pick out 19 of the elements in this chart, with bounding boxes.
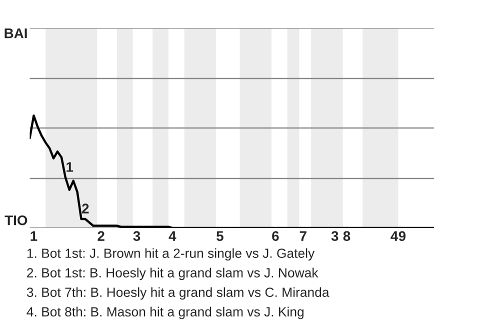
text: 1. Bot 1st: J. Brown hit a 2-run single vs J. Gately [27,248,315,261]
annotation: 1 [66,162,74,172]
text: BAI [4,28,27,38]
x-tick-label: 6 [272,231,279,241]
text: TIO [4,215,28,226]
x-tick-label: 3 [133,231,140,241]
x-tick-label: 9 [398,231,406,241]
x-tick-label: 3 [331,231,338,241]
x-tick-label: 5 [216,231,224,241]
x-tick-label: 2 [98,231,104,241]
text: 4. Bot 8th: B. Mason hit a grand slam vs J. King [26,306,304,320]
text: 3. Bot 7th: B. Hoesly hit a grand slam vs C. Miranda [26,287,330,300]
x-tick-label: 4 [168,231,176,241]
annotation: 2 [82,204,89,214]
x-tick-label: 8 [343,231,350,241]
text: 2. Bot 1st: B. Hoesly hit a grand slam vs J. Nowak [27,268,318,280]
x-tick-label: 4 [390,231,398,241]
x-tick-label: 7 [300,231,306,241]
x-tick-label: 1 [30,231,38,241]
